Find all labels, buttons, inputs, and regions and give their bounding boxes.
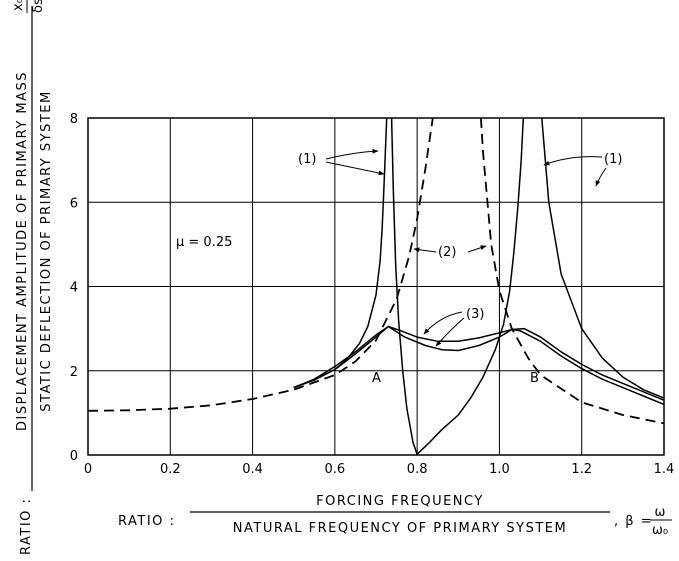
series-line-3 <box>293 325 665 406</box>
point-a-label: A <box>372 371 381 386</box>
x-axis-label-denominator: NATURAL FREQUENCY OF PRIMARY SYSTEM <box>233 521 567 536</box>
series-line-3 <box>293 325 665 401</box>
point-b-label: B <box>530 371 539 386</box>
x-tick-label: 1.0 <box>489 462 510 477</box>
y-axis-symbol-numerator: x₀ <box>11 0 26 11</box>
series-2-arrow-left <box>413 247 437 253</box>
x-tick-label: 0.8 <box>407 462 428 477</box>
y-axis-label-denominator: STATIC DEFLECTION OF PRIMARY SYSTEM <box>39 90 54 411</box>
series-3-arrow <box>423 311 463 335</box>
series-1-left-arrow-2 <box>325 161 385 176</box>
x-axis-label-numerator: FORCING FREQUENCY <box>316 494 484 509</box>
series-1-right-arrow <box>543 156 603 166</box>
series-3-arrow-2 <box>435 317 465 347</box>
x-tick-label: 1.2 <box>571 462 592 477</box>
x-tick-label: 0.6 <box>325 462 346 477</box>
series-2-label: (2) <box>438 245 456 260</box>
series-line-1 <box>390 117 525 455</box>
y-tick-label: 0 <box>70 449 78 464</box>
x-axis-label-suffix: , β = <box>614 514 653 529</box>
series-1-left-label: (1) <box>298 152 316 167</box>
series-1-right-label: (1) <box>604 152 622 167</box>
y-tick-labels: 0 2 4 6 8 <box>70 112 78 464</box>
series-3-label: (3) <box>466 307 484 322</box>
grid <box>88 118 664 455</box>
y-axis-label: RATIO : DISPLACEMENT AMPLITUDE OF PRIMAR… <box>11 0 54 555</box>
series-line-2 <box>87 117 434 412</box>
y-tick-label: 6 <box>70 196 78 211</box>
y-axis-label-numerator: DISPLACEMENT AMPLITUDE OF PRIMARY MASS <box>15 71 30 431</box>
x-tick-label: 0.2 <box>160 462 181 477</box>
series-1-right-arrow-2 <box>595 167 607 187</box>
x-axis-symbol-numerator: ω <box>655 505 666 520</box>
x-tick-label: 1.4 <box>654 462 675 477</box>
x-tick-label: 0 <box>84 462 92 477</box>
y-tick-label: 4 <box>70 281 78 296</box>
x-axis-symbol-denominator: ω₀ <box>652 523 668 538</box>
series-line-1 <box>541 117 665 399</box>
series-line-2 <box>480 117 665 425</box>
x-tick-labels: 0 0.2 0.4 0.6 0.8 1.0 1.2 1.4 <box>84 462 674 477</box>
series-1-left-arrow <box>325 148 379 160</box>
y-axis-symbol-denominator: δst <box>31 0 46 13</box>
x-axis-label-prefix: RATIO : <box>118 514 175 529</box>
y-tick-label: 8 <box>70 112 78 127</box>
x-tick-label: 0.4 <box>242 462 263 477</box>
y-axis-label-prefix: RATIO : <box>19 498 34 555</box>
x-axis-label: RATIO : FORCING FREQUENCY NATURAL FREQUE… <box>118 494 672 538</box>
y-tick-label: 2 <box>70 365 78 380</box>
series-group <box>87 117 665 455</box>
mu-label: μ = 0.25 <box>176 235 232 250</box>
series-2-arrow-right <box>467 245 487 253</box>
